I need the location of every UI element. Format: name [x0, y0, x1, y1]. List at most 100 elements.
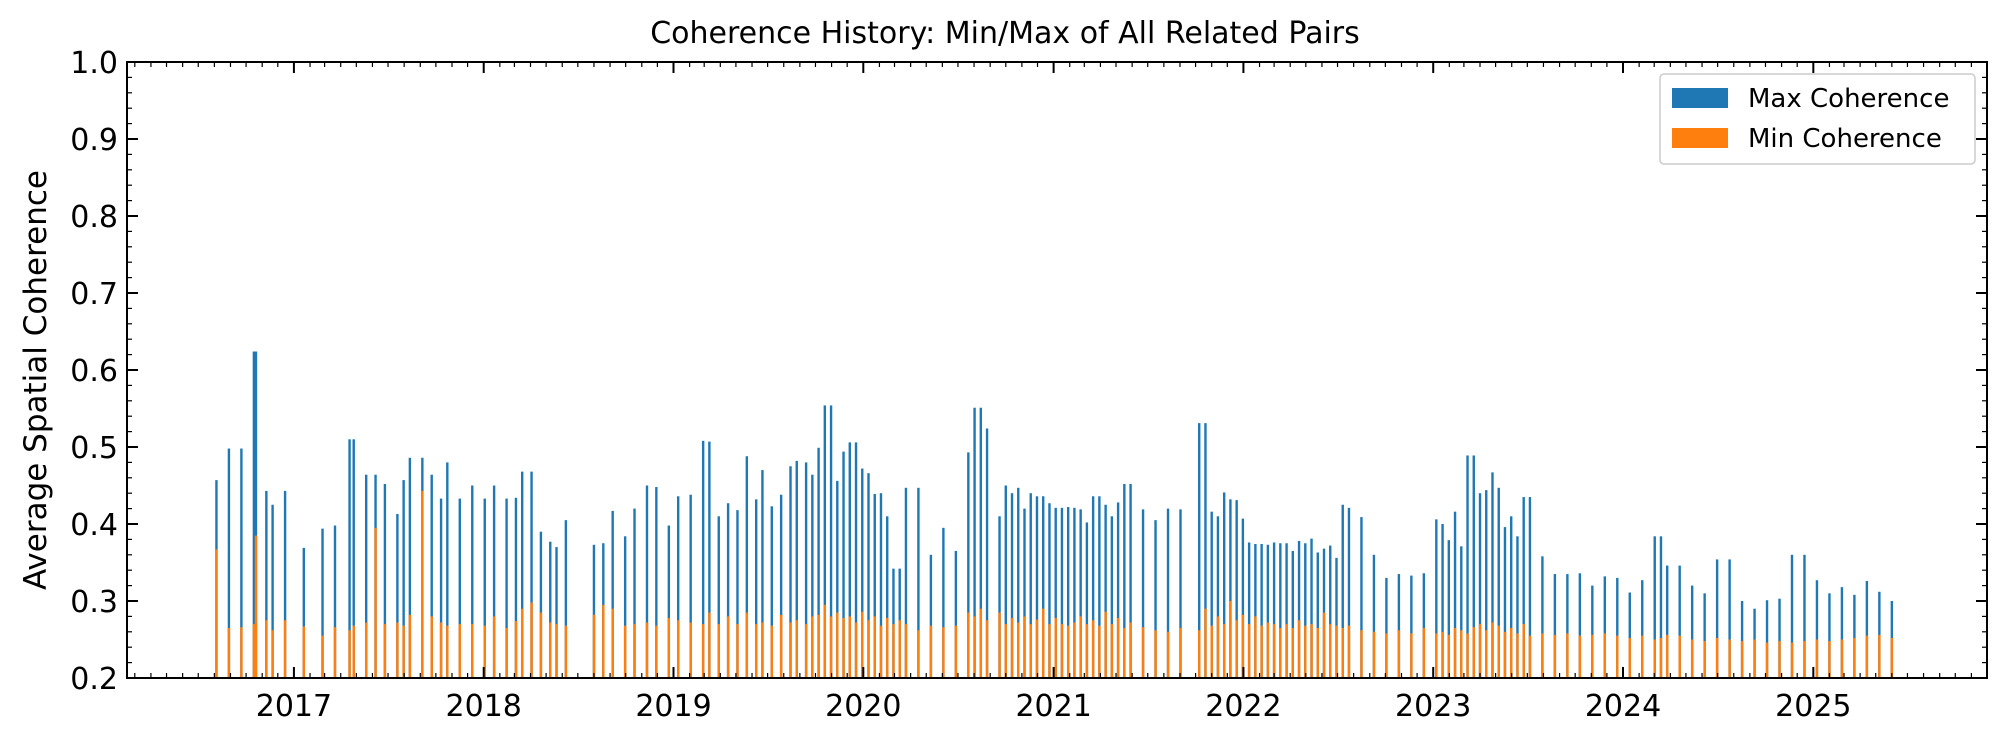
min-bar [321, 635, 324, 678]
x-tick-label: 2018 [446, 689, 522, 724]
min-bar [1503, 631, 1507, 678]
max-bar [973, 407, 976, 678]
max-bar [1460, 546, 1463, 678]
max-bar [1472, 455, 1475, 678]
min-bar [1753, 639, 1756, 678]
min-bar [1410, 633, 1413, 678]
max-bar [1653, 536, 1656, 678]
min-bar [1029, 624, 1032, 678]
max-bar [645, 485, 649, 678]
max-bar [254, 351, 258, 678]
max-bar [1304, 543, 1307, 678]
max-bar [1516, 536, 1519, 678]
max-bar [1603, 576, 1607, 678]
max-bar [1528, 497, 1532, 678]
min-bar [1678, 635, 1681, 678]
max-bar [1497, 487, 1500, 678]
min-bar [530, 602, 533, 678]
max-bar [1478, 493, 1482, 678]
y-tick-label: 0.3 [70, 585, 118, 620]
max-bar [623, 536, 627, 678]
max-bar [848, 442, 851, 678]
max-bar [383, 483, 387, 678]
max-bar [1491, 472, 1494, 678]
y-tick-label: 1.0 [70, 46, 118, 81]
max-bar [1778, 598, 1781, 678]
min-bar [1453, 627, 1457, 678]
max-bar [717, 516, 720, 678]
x-tick-label: 2024 [1585, 689, 1661, 724]
max-bar [789, 466, 792, 678]
min-bar [1491, 622, 1494, 678]
max-bar [564, 520, 568, 678]
min-bar [1616, 635, 1619, 678]
x-tick-label: 2023 [1395, 689, 1471, 724]
max-bar [471, 485, 474, 678]
max-bar [1865, 580, 1869, 678]
min-bar [592, 614, 596, 678]
max-bar [1329, 545, 1332, 678]
max-bar [1678, 565, 1681, 678]
max-bar [1397, 574, 1401, 678]
max-bar [1715, 559, 1719, 678]
max-bar [530, 471, 533, 678]
legend-box [1659, 73, 1976, 165]
min-bar [623, 625, 627, 678]
max-bar [942, 527, 945, 678]
max-bar [823, 405, 827, 678]
min-bar [904, 624, 908, 678]
max-bar [283, 490, 287, 678]
min-bar [1048, 624, 1051, 678]
max-bar [321, 528, 324, 678]
min-bar [1154, 630, 1157, 678]
min-bar [817, 614, 820, 678]
min-bar [676, 620, 680, 678]
min-bar [1472, 627, 1475, 678]
y-axis-title: Average Spatial Coherence [18, 170, 54, 590]
min-bar [848, 616, 851, 678]
max-bar [998, 516, 1001, 678]
min-bar [1017, 622, 1020, 678]
max-bar [1048, 503, 1051, 678]
max-bar [439, 498, 443, 678]
max-bar [842, 451, 845, 678]
min-bar [770, 625, 773, 678]
max-bar [1803, 554, 1806, 678]
min-bar [1853, 637, 1856, 678]
max-bar [667, 525, 671, 678]
max-bar [861, 468, 864, 678]
min-bar [1566, 633, 1569, 678]
min-bar [1341, 627, 1344, 678]
max-bar [1116, 502, 1120, 678]
max-bar [736, 510, 739, 678]
max-bar [1703, 593, 1706, 678]
min-bar [708, 612, 711, 678]
max-bar [408, 457, 412, 678]
min-bar [811, 616, 814, 678]
min-bar [396, 622, 399, 678]
min-bar [402, 625, 405, 678]
min-bar [1447, 634, 1451, 678]
min-bar [1347, 625, 1351, 678]
max-bar [1123, 483, 1126, 678]
max-bar [1840, 587, 1844, 678]
min-bar [1840, 639, 1844, 678]
max-bar [1616, 577, 1619, 678]
max-bar [1060, 507, 1064, 678]
min-bar [998, 612, 1001, 678]
max-bar [348, 439, 351, 678]
min-bar [917, 630, 920, 678]
max-bar [1210, 511, 1213, 678]
min-bar [1641, 635, 1644, 678]
max-bar [1222, 492, 1226, 678]
max-bar [592, 544, 596, 678]
min-bar [333, 627, 337, 678]
min-bar [1141, 627, 1145, 678]
max-bar [1247, 542, 1251, 678]
min-bar [1266, 622, 1270, 678]
max-bar [1129, 483, 1132, 678]
min-bar [789, 622, 792, 678]
max-bar [1666, 565, 1669, 678]
max-bar [352, 439, 355, 678]
